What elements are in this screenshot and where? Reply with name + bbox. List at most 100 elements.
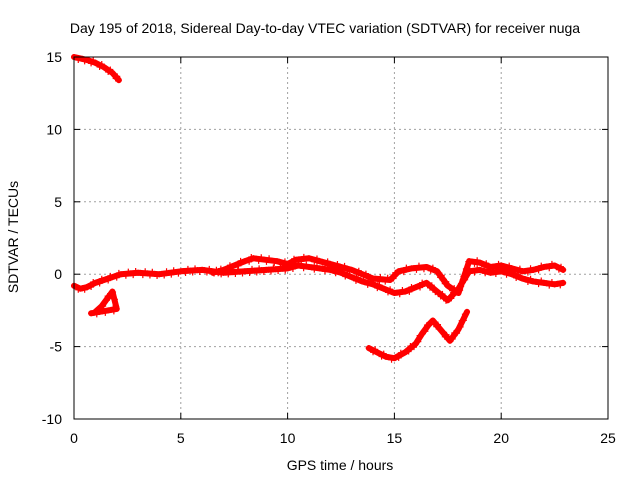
data-point — [454, 330, 461, 337]
data-point — [321, 261, 328, 268]
data-point — [524, 278, 531, 285]
data-point — [374, 277, 381, 284]
data-point — [522, 276, 529, 283]
data-point — [329, 267, 336, 274]
data-point — [457, 287, 464, 294]
data-point — [406, 288, 413, 295]
data-point — [514, 268, 521, 275]
data-point — [112, 302, 119, 309]
data-point — [311, 258, 318, 265]
data-point — [440, 329, 447, 336]
data-point — [524, 269, 531, 276]
data-point — [305, 255, 312, 262]
data-point — [308, 255, 315, 262]
grid-lines — [74, 57, 608, 419]
data-point — [435, 290, 442, 297]
data-point — [498, 262, 505, 269]
data-point — [479, 267, 486, 274]
data-point — [203, 269, 210, 276]
data-point — [428, 282, 435, 289]
data-point — [530, 266, 537, 273]
data-point — [224, 267, 231, 274]
data-point — [380, 350, 387, 357]
data-point — [500, 269, 507, 276]
data-point — [443, 278, 450, 285]
data-point — [105, 277, 112, 284]
x-tick-label: 25 — [600, 430, 616, 446]
x-tick-label: 15 — [387, 430, 403, 446]
data-point — [546, 265, 553, 272]
data-point — [400, 269, 407, 276]
data-point — [111, 71, 118, 78]
data-point — [298, 258, 305, 265]
data-point — [215, 270, 222, 277]
data-point — [311, 266, 318, 273]
data-point — [253, 269, 260, 276]
data-point — [327, 266, 334, 273]
data-point — [168, 271, 175, 278]
data-point — [538, 262, 545, 269]
data-point — [110, 295, 117, 302]
data-point — [96, 280, 103, 287]
data-point — [460, 317, 467, 324]
data-point — [511, 266, 518, 273]
data-point — [88, 284, 95, 291]
data-point — [319, 258, 326, 265]
data-point — [519, 275, 526, 282]
data-point — [255, 257, 262, 264]
data-point — [212, 269, 219, 276]
data-point — [107, 290, 114, 297]
data-point — [364, 281, 371, 288]
data-point — [273, 258, 280, 265]
data-point — [96, 304, 103, 311]
data-point — [189, 269, 196, 276]
data-point — [410, 344, 417, 351]
data-point — [232, 270, 239, 277]
data-point — [122, 272, 129, 279]
x-tick-label: 5 — [177, 430, 185, 446]
data-point — [508, 265, 515, 272]
chart-title: Day 195 of 2018, Sidereal Day-to-day VTE… — [70, 20, 580, 36]
y-axis-label: SDTVAR / TECUs — [5, 181, 21, 293]
data-point — [332, 270, 339, 277]
data-point — [281, 258, 288, 265]
y-tick-label: 10 — [46, 121, 62, 137]
data-point — [535, 281, 542, 288]
y-tick-label: -10 — [42, 411, 62, 427]
data-point — [362, 279, 369, 286]
data-point — [146, 272, 153, 279]
data-point — [435, 270, 442, 277]
data-point — [321, 268, 328, 275]
data-point — [482, 270, 489, 277]
data-point — [438, 272, 445, 279]
data-point — [235, 262, 242, 269]
data-point — [446, 284, 453, 291]
data-point — [560, 279, 567, 286]
data-point — [107, 66, 114, 73]
data-point — [382, 278, 389, 285]
data-point — [492, 271, 499, 278]
axis-ticks: 0 5 10 15 20 25 -10 -5 0 5 10 15 — [42, 49, 616, 446]
data-point — [313, 255, 320, 262]
plot-frame — [73, 56, 609, 420]
data-point — [417, 284, 424, 291]
data-point — [390, 275, 397, 282]
data-point — [415, 338, 422, 345]
data-point — [535, 267, 542, 274]
data-point — [451, 285, 458, 292]
data-point — [130, 272, 137, 279]
data-point — [209, 269, 216, 276]
data-point — [288, 260, 295, 267]
data-point — [503, 271, 510, 278]
data-point — [527, 275, 534, 282]
data-point — [92, 308, 99, 315]
y-tick-label: 0 — [54, 266, 62, 282]
data-point — [332, 264, 339, 271]
data-point — [471, 269, 478, 276]
data-point — [440, 276, 447, 283]
data-point — [546, 282, 553, 289]
data-point — [506, 262, 513, 269]
data-point — [396, 291, 403, 298]
data-point — [431, 319, 438, 326]
